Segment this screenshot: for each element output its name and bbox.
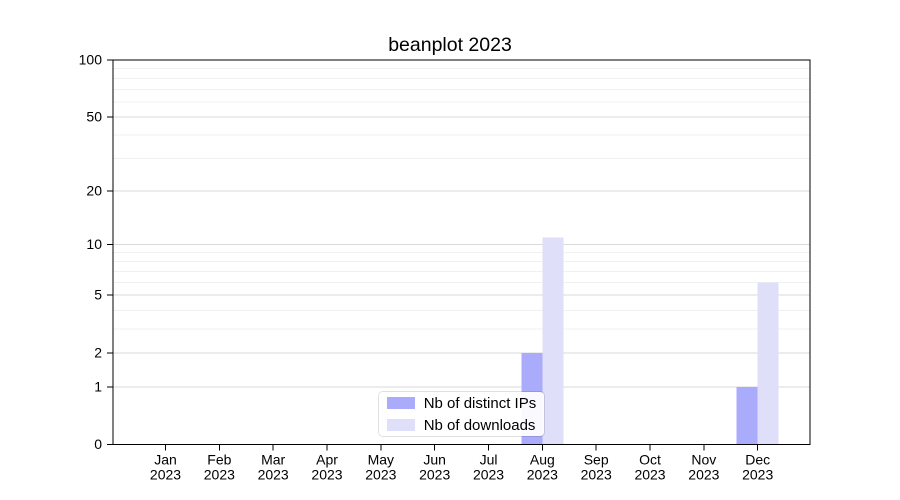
svg-text:2023: 2023 (311, 467, 342, 483)
svg-text:2023: 2023 (527, 467, 558, 483)
svg-text:1: 1 (94, 378, 102, 394)
svg-text:20: 20 (86, 182, 102, 198)
svg-text:10: 10 (86, 236, 102, 252)
svg-text:2023: 2023 (581, 467, 612, 483)
svg-text:Jul: Jul (480, 452, 498, 468)
svg-text:2023: 2023 (258, 467, 289, 483)
svg-text:Feb: Feb (207, 452, 231, 468)
svg-text:2023: 2023 (688, 467, 719, 483)
svg-text:2023: 2023 (742, 467, 773, 483)
svg-text:Dec: Dec (745, 452, 770, 468)
svg-text:2023: 2023 (365, 467, 396, 483)
svg-text:Mar: Mar (261, 452, 285, 468)
svg-text:Jun: Jun (423, 452, 446, 468)
svg-text:2023: 2023 (634, 467, 665, 483)
svg-text:50: 50 (86, 108, 102, 124)
svg-text:Jan: Jan (154, 452, 177, 468)
svg-text:2: 2 (94, 344, 102, 360)
svg-text:Sep: Sep (584, 452, 609, 468)
svg-text:2023: 2023 (473, 467, 504, 483)
svg-text:Oct: Oct (639, 452, 661, 468)
svg-text:0: 0 (94, 436, 102, 452)
svg-text:2023: 2023 (204, 467, 235, 483)
svg-text:2023: 2023 (150, 467, 181, 483)
svg-text:Nov: Nov (691, 452, 716, 468)
svg-text:Apr: Apr (316, 452, 338, 468)
svg-text:May: May (368, 452, 394, 468)
svg-text:5: 5 (94, 287, 102, 303)
svg-text:Aug: Aug (530, 452, 555, 468)
svg-text:2023: 2023 (419, 467, 450, 483)
svg-text:100: 100 (79, 52, 103, 68)
